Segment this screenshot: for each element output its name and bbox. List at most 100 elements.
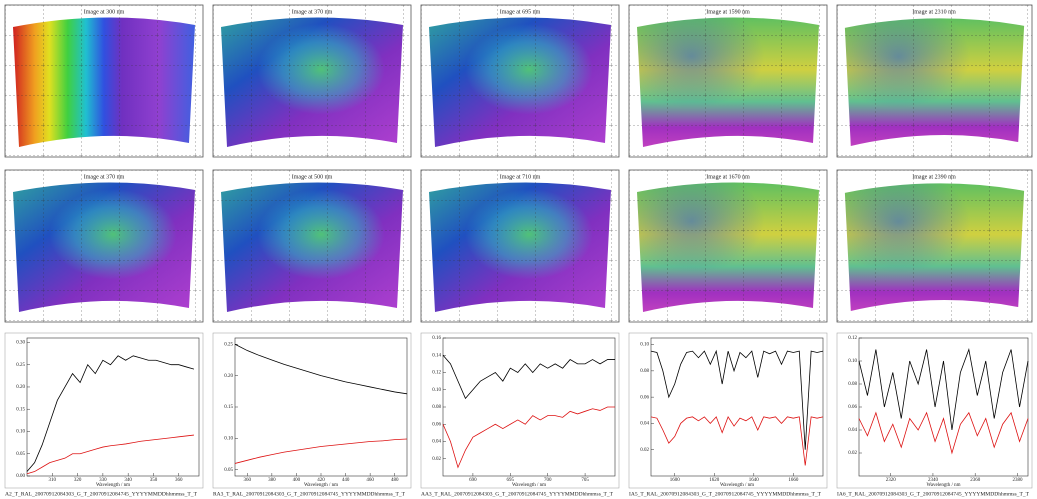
y-tick-label: 0.04 <box>432 440 441 445</box>
map-title: Image at 370 nm <box>292 9 333 15</box>
caption: A2_T_RAL_20070912084303_G_T_200709120847… <box>5 491 198 497</box>
x-tick-label: 440 <box>342 478 350 483</box>
map-title: Image at 500 nm <box>292 174 333 180</box>
caption: RA3_T_RAL_20070912084303_G_T_20070912084… <box>213 491 406 497</box>
x-tick-label: 705 <box>581 478 589 483</box>
x-tick-label: 1620 <box>709 478 720 483</box>
y-tick-label: 0.10 <box>16 430 25 435</box>
chart-panel <box>420 332 620 489</box>
spectrum-line <box>26 355 195 472</box>
y-tick-label: 0.10 <box>640 343 649 348</box>
y-tick-label: 0.15 <box>16 407 25 412</box>
y-tick-label: 0.08 <box>848 382 857 387</box>
map-title: Image at 1590 nm <box>706 9 750 15</box>
map-panel: Image at 500 nm <box>212 169 412 323</box>
y-tick-label: 0.04 <box>848 428 857 433</box>
x-tick-label: 310 <box>49 478 57 483</box>
y-tick-label: 0.20 <box>16 385 25 390</box>
x-axis-label: Wavelength / nm <box>512 483 546 488</box>
x-tick-label: 400 <box>293 478 301 483</box>
plot-frame <box>26 337 200 477</box>
y-tick-label: 0.06 <box>848 405 857 410</box>
map-title: Image at 370 nm <box>84 174 125 180</box>
spectrum-line <box>650 349 824 450</box>
x-tick-label: 695 <box>507 478 515 483</box>
chart-panel <box>836 332 1033 489</box>
x-axis-label: Wavelength / nm <box>96 483 130 488</box>
y-tick-label: 0.10 <box>432 388 441 393</box>
x-tick-label: 2380 <box>1012 478 1023 483</box>
x-tick-label: 420 <box>317 478 325 483</box>
x-tick-label: 480 <box>391 478 399 483</box>
x-tick-label: 1600 <box>670 478 681 483</box>
map-title: Image at 695 nm <box>500 9 541 15</box>
map-title: Image at 2390 nm <box>912 174 956 180</box>
map-title: Image at 2310 nm <box>912 9 956 15</box>
y-tick-label: 0.00 <box>16 474 25 479</box>
x-tick-label: 460 <box>366 478 374 483</box>
caption: AA3_T_RAL_20070912084303_G_T_20070912084… <box>421 491 614 497</box>
caption: IA6_T_RAL_20070912084303_G_T_20070912084… <box>837 491 1030 497</box>
x-tick-label: 690 <box>469 478 477 483</box>
y-tick-label: 0.02 <box>640 448 649 453</box>
chart-panel <box>212 332 412 489</box>
y-tick-label: 0.25 <box>16 363 25 368</box>
x-tick-label: 2340 <box>928 478 939 483</box>
spectrum-line <box>858 347 1029 431</box>
x-tick-label: 2320 <box>886 478 897 483</box>
map-panel: Image at 710 nm <box>420 169 620 323</box>
y-tick-label: 0.08 <box>432 405 441 410</box>
x-tick-label: 320 <box>74 478 82 483</box>
y-tick-label: 0.08 <box>640 369 649 374</box>
y-tick-label: 0.02 <box>432 457 441 462</box>
y-tick-label: 0.30 <box>16 341 25 346</box>
map-title: Image at 1670 nm <box>706 174 750 180</box>
spectrum-line <box>26 434 194 475</box>
spectrum-line <box>442 354 615 400</box>
x-tick-label: 700 <box>544 478 552 483</box>
map-panel: Image at 695 nm <box>420 4 620 158</box>
x-tick-label: 1660 <box>788 478 799 483</box>
map-panel: Image at 2390 nm <box>836 169 1033 323</box>
map-title: Image at 710 nm <box>500 174 541 180</box>
spectrum-line <box>234 343 408 395</box>
y-tick-label: 0.10 <box>848 359 857 364</box>
x-tick-label: 330 <box>99 478 107 483</box>
plot-frame <box>650 337 824 477</box>
map-panel: Image at 1590 nm <box>628 4 828 158</box>
map-panel: Image at 370 nm <box>212 4 412 158</box>
x-tick-label: 360 <box>244 478 252 483</box>
x-axis-label: Wavelength / nm <box>720 483 754 488</box>
y-tick-label: 0.16 <box>432 336 441 341</box>
y-tick-label: 0.05 <box>224 468 233 473</box>
y-tick-label: 0.20 <box>224 374 233 379</box>
y-tick-label: 0.12 <box>432 371 441 376</box>
map-title: Image at 300 nm <box>84 9 125 15</box>
y-tick-label: 0.25 <box>224 342 233 347</box>
x-tick-label: 340 <box>124 478 132 483</box>
x-axis-label: Wavelength / nm <box>926 483 960 488</box>
y-tick-label: 0.14 <box>432 353 441 358</box>
x-tick-label: 380 <box>268 478 276 483</box>
x-tick-label: 360 <box>175 478 183 483</box>
map-panel: Image at 370 nm <box>4 169 204 323</box>
x-tick-label: 350 <box>150 478 158 483</box>
spectrum-line <box>650 415 824 466</box>
chart-panel <box>4 332 204 489</box>
spectrum-line <box>442 406 615 469</box>
caption: IA5_T_RAL_20070912084303_G_T_20070912084… <box>629 491 822 497</box>
map-panel: Image at 2310 nm <box>836 4 1033 158</box>
chart-panel <box>628 332 828 489</box>
y-tick-label: 0.02 <box>848 451 857 456</box>
y-tick-label: 0.10 <box>224 437 233 442</box>
spectrum-line <box>234 438 408 464</box>
map-panel: Image at 300 nm <box>4 4 204 158</box>
y-tick-label: 0.05 <box>16 452 25 457</box>
x-axis-label: Wavelength / nm <box>304 483 338 488</box>
y-tick-label: 0.12 <box>848 336 857 341</box>
spectrum-line <box>858 411 1029 455</box>
y-tick-label: 0.15 <box>224 405 233 410</box>
y-tick-label: 0.06 <box>640 395 649 400</box>
